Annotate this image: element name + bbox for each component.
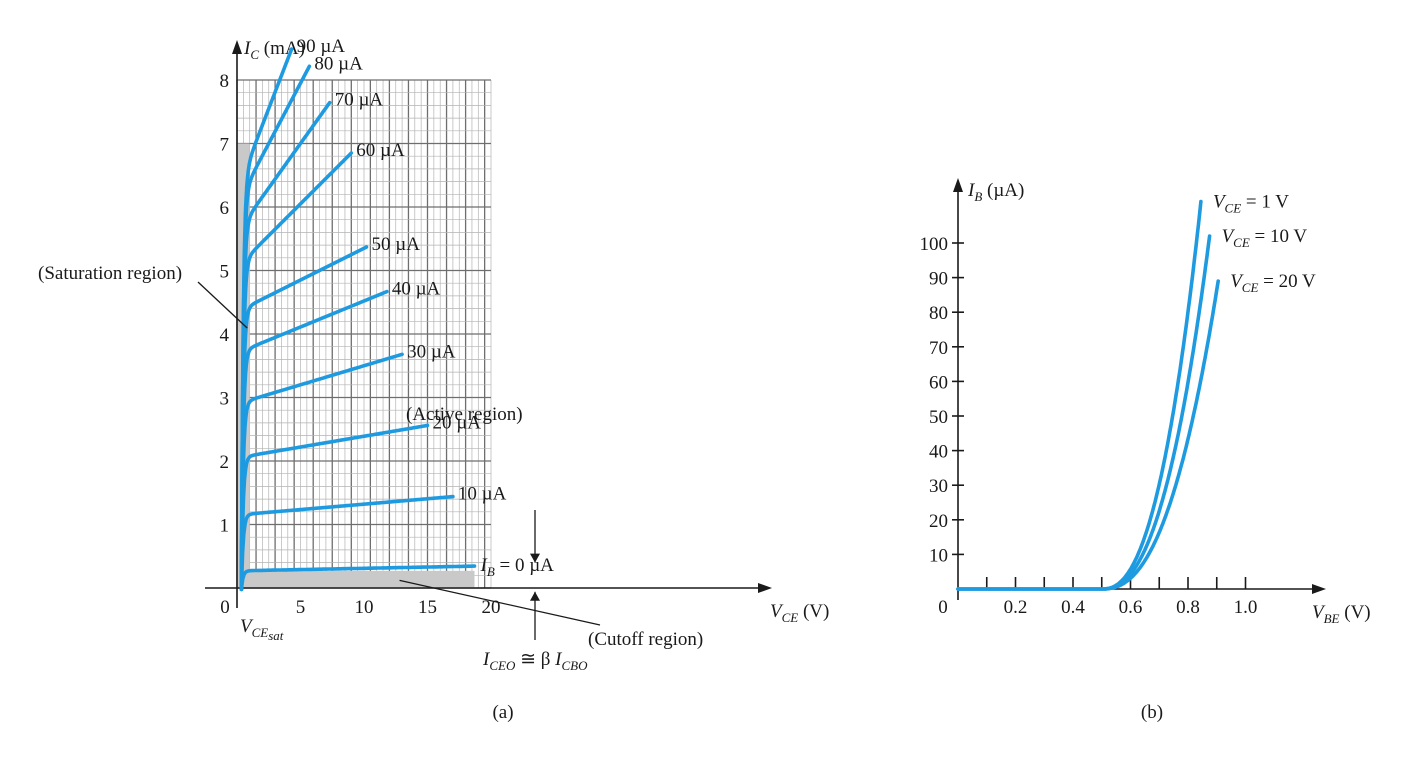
y-tick-label-a: 8 (220, 71, 230, 92)
chart-a-shaded-regions (237, 143, 475, 588)
chart-b-axes: IB (µA) VBE (V) (952, 178, 1371, 626)
x-tick-label-a: 0 (220, 597, 230, 618)
chart-a-curves (239, 47, 477, 592)
ib-label-10ua: 10 µA (458, 484, 507, 505)
y-tick-label-b: 100 (920, 234, 949, 255)
saturation-leader-line (197, 281, 248, 329)
ib-label-20ua: 20 µA (433, 412, 482, 433)
ib-curve-90ua (239, 47, 294, 592)
y-tick-label-a: 3 (220, 389, 230, 410)
y-tick-label-b: 20 (929, 511, 948, 532)
y-tick-label-a: 7 (220, 135, 230, 156)
ib-label-70ua: 70 µA (335, 90, 384, 111)
y-tick-label-a: 4 (220, 325, 230, 346)
iceo-equation-label: ICEO ≅ β ICBO (482, 649, 588, 673)
ib-vbe-curve-0 (956, 199, 1203, 591)
ib-curve-0ua (239, 564, 477, 592)
input-characteristics-chart: IB (µA) VBE (V) 10 20 30 40 50 60 70 80 90 100 0 0.2… (920, 178, 1371, 723)
y-tick-label-b: 80 (929, 303, 948, 324)
cutoff-region-label: (Cutoff region) (588, 629, 703, 650)
ib-curve-60ua (239, 151, 354, 592)
ib-curve-70ua (239, 100, 332, 592)
x-tick-label-b: 0 (938, 597, 948, 618)
x-tick-label-b: 0.4 (1061, 597, 1085, 618)
x-tick-label-b: 0.8 (1176, 597, 1200, 618)
x-axis-arrow-a (758, 583, 772, 593)
vce-label-1: VCE = 10 V (1222, 226, 1308, 250)
x-axis-arrow-b (1312, 584, 1326, 594)
ib-label-0ua: IB = 0 µA (479, 555, 554, 579)
cutoff-leader-line (399, 579, 601, 626)
vcesat-label: VCEsat (240, 616, 284, 643)
y-tick-label-b: 30 (929, 476, 948, 497)
ib-curve-10ua (239, 494, 455, 592)
ib-label-50ua: 50 µA (372, 234, 421, 255)
y-tick-label-b: 90 (929, 269, 948, 290)
x-tick-label-b: 1.0 (1234, 597, 1258, 618)
chart-a-axes: IC (mA) VCE (V) (205, 38, 829, 625)
ib-vbe-curve-2 (956, 279, 1220, 591)
ib-curve-30ua (239, 352, 404, 592)
ib-curve-50ua (239, 245, 369, 592)
y-axis-arrow-b (953, 178, 963, 192)
x-axis-label-b: VBE (V) (1312, 602, 1371, 626)
vce-label-2: VCE = 20 V (1230, 271, 1316, 295)
y-tick-label-b: 50 (929, 407, 948, 428)
panel-label-a: (a) (492, 702, 513, 723)
y-tick-label-b: 70 (929, 338, 948, 359)
iceo-down-arrowhead (530, 553, 540, 563)
x-tick-label-a: 5 (296, 597, 306, 618)
y-tick-label-a: 1 (220, 516, 230, 537)
y-tick-label-a: 5 (220, 262, 230, 283)
chart-b-series-labels: VCE = 1 V VCE = 10 V VCE = 20 V (b) (1141, 191, 1316, 723)
iceo-up-arrowhead (530, 591, 540, 601)
y-axis-label-b: IB (µA) (967, 180, 1024, 204)
ib-label-80ua: 80 µA (314, 53, 363, 74)
panel-label-b: (b) (1141, 702, 1163, 723)
x-tick-label-b: 0.2 (1004, 597, 1028, 618)
x-tick-label-a: 15 (418, 597, 437, 618)
y-tick-label-a: 2 (220, 452, 230, 473)
y-tick-label-a: 6 (220, 198, 230, 219)
ib-label-60ua: 60 µA (356, 140, 405, 161)
chart-b-tick-labels: 10 20 30 40 50 60 70 80 90 100 0 0.2 0.4 0.6 0.8 1.0 (920, 234, 1258, 618)
ib-label-90ua: 90 µA (297, 36, 346, 57)
cutoff-region-shade (237, 570, 475, 588)
x-axis-label-a: VCE (V) (770, 601, 829, 625)
chart-b-curves (956, 199, 1220, 591)
y-tick-label-b: 60 (929, 372, 948, 393)
y-axis-label-a: IC (mA) (243, 38, 305, 62)
chart-a-series-labels: 10 µA 20 µA 30 µA 40 µA 50 µA 60 µA 70 µA 80 µA… (297, 36, 555, 579)
x-tick-label-b: 0.6 (1119, 597, 1143, 618)
ib-curve-80ua (239, 64, 312, 592)
vce-label-0: VCE = 1 V (1213, 191, 1289, 215)
y-axis-arrow-a (232, 40, 242, 54)
saturation-region-label: (Saturation region) (38, 263, 182, 284)
x-tick-label-a: 10 (355, 597, 374, 618)
ib-label-30ua: 30 µA (407, 341, 456, 362)
ib-curve-40ua (239, 289, 389, 592)
chart-a-annotations: (Saturation region) (Active region) (Cutof… (38, 263, 703, 723)
active-region-label: (Active region) (406, 404, 523, 425)
y-tick-label-b: 10 (929, 545, 948, 566)
y-tick-label-b: 40 (929, 442, 948, 463)
ib-curve-20ua (239, 423, 430, 592)
ib-label-40ua: 40 µA (392, 279, 441, 300)
